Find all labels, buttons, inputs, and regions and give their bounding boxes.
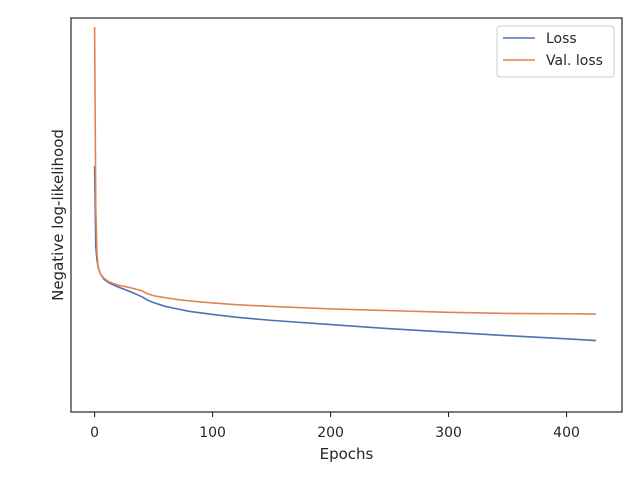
axes-frame (70, 17, 623, 413)
legend-label-loss: Loss (546, 31, 577, 47)
legend: Loss Val. loss (496, 25, 615, 78)
x-axis-ticks: 0 100 200 300 400 (90, 412, 580, 441)
x-tick-label: 300 (435, 425, 462, 441)
x-tick-label: 400 (553, 425, 580, 441)
series-line-val-loss (93, 26, 597, 315)
x-tick-label: 100 (199, 425, 226, 441)
plot-area (93, 26, 597, 342)
legend-label-val-loss: Val. loss (546, 53, 603, 69)
y-axis-label: Negative log-likelihood (49, 129, 67, 301)
x-axis-label: Epochs (320, 445, 374, 463)
x-tick-label: 0 (90, 425, 99, 441)
x-tick-label: 200 (317, 425, 344, 441)
